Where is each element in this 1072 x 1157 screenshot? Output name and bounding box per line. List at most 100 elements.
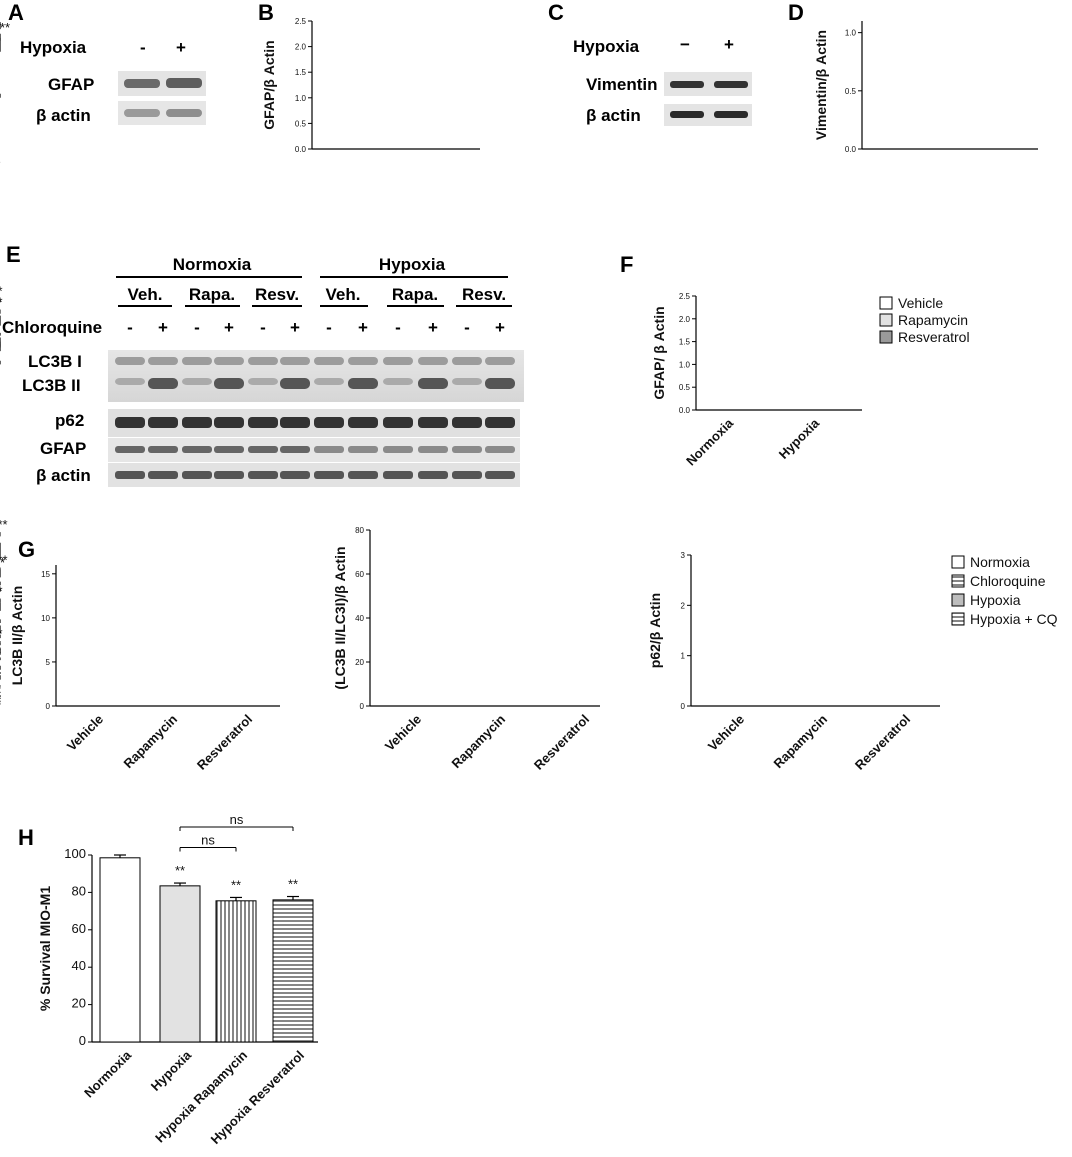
blot-c-plus: + <box>724 35 734 54</box>
legend-label: Rapamycin <box>898 312 968 328</box>
band-lc3b-ii <box>485 378 515 389</box>
legend-label: Normoxia <box>970 554 1030 570</box>
blot-c-condition-label: Hypoxia <box>573 37 640 56</box>
blot-e-row-actin: β actin <box>36 466 91 485</box>
band-actin <box>485 471 515 479</box>
y-tick-label: 40 <box>355 614 364 623</box>
cq-sign: + <box>224 318 234 337</box>
band-gfap <box>485 446 515 453</box>
band-lc3b-i <box>383 357 413 365</box>
band-p62 <box>383 417 413 428</box>
cq-sign: + <box>428 318 438 337</box>
legend-swatch <box>951 612 965 626</box>
band-lc3b-ii <box>452 378 482 385</box>
category-label: Normoxia <box>683 415 737 469</box>
band-lc3b-i <box>148 357 178 365</box>
chart-h-survival-bar: 0 20 40 60 80 100 % Survival MIO-M1 Normoxia Hyp… <box>37 812 318 1147</box>
blot-e-row-lc3b-ii: LC3B II <box>22 376 81 395</box>
blot-band <box>714 81 748 88</box>
blot-band <box>166 78 202 88</box>
band-gfap <box>418 446 448 453</box>
cq-sign: - <box>194 318 200 337</box>
blot-band <box>124 79 160 88</box>
legend-swatch <box>951 593 965 607</box>
y-tick-label: 40 <box>72 958 86 973</box>
legend-label: Hypoxia <box>970 592 1021 608</box>
blot-e-treatment: Resv. <box>462 285 506 304</box>
band-lc3b-i <box>115 357 145 365</box>
blot-e-treatment: Rapa. <box>189 285 235 304</box>
chart-g-lc3b-ii-bar: 0 5 10 15 LC3B II/β Actin Vehicle Rapamycin Res… <box>0 553 280 773</box>
y-axis-label: Vimentin/β Actin <box>813 30 829 140</box>
significance-label: ** <box>288 877 298 892</box>
y-tick-label: 60 <box>355 570 364 579</box>
blot-e-row-p62: p62 <box>55 411 84 430</box>
band-lc3b-ii <box>214 378 244 389</box>
category-label: Rapamycin <box>770 711 830 771</box>
band-actin <box>148 471 178 479</box>
y-tick-label: 1 <box>681 652 686 661</box>
band-actin <box>348 471 378 479</box>
blot-e-group-hypoxia: Hypoxia <box>379 255 446 274</box>
band-gfap <box>280 446 310 453</box>
band-lc3b-ii <box>115 378 145 385</box>
band-lc3b-i <box>452 357 482 365</box>
significance-label: * <box>0 283 3 298</box>
band-lc3b-i <box>348 357 378 365</box>
category-label: Hypoxia <box>776 415 823 462</box>
category-label: Normoxia <box>81 1047 135 1101</box>
blot-e-treatment: Veh. <box>128 285 163 304</box>
category-label: Hypoxia Rapamycin <box>152 1047 250 1145</box>
y-tick-label: 80 <box>72 883 86 898</box>
y-tick-label: 0 <box>360 702 365 711</box>
band-lc3b-ii <box>383 378 413 385</box>
band-lc3b-ii <box>280 378 310 389</box>
cq-sign: - <box>464 318 470 337</box>
y-tick-label: 80 <box>355 526 364 535</box>
blot-a-plus: + <box>176 38 186 57</box>
y-tick-label: 1.5 <box>295 68 307 77</box>
y-axis-label: GFAP/ β Actin <box>651 306 667 399</box>
band-gfap <box>452 446 482 453</box>
category-label: Hypoxia <box>0 151 1 166</box>
legend-label: Hypoxia + CQ <box>970 611 1058 627</box>
band-gfap <box>182 446 212 453</box>
y-tick-label: 2 <box>681 601 686 610</box>
significance-label: *** <box>0 553 8 568</box>
blot-band <box>670 81 704 88</box>
category-label: Hypoxia <box>148 1047 195 1094</box>
y-tick-label: 0 <box>79 1033 86 1048</box>
category-label: Vehicle <box>382 712 424 754</box>
band-gfap <box>248 446 278 453</box>
legend-swatch <box>951 574 965 588</box>
y-tick-label: 1.0 <box>295 94 307 103</box>
panel-label-g: G <box>18 537 35 562</box>
blot-c-row-actin: β actin <box>586 106 641 125</box>
category-label: Resveratrol <box>852 712 913 773</box>
legend-swatch <box>879 296 893 310</box>
band-gfap <box>348 446 378 453</box>
band-p62 <box>452 417 482 428</box>
significance-label: ** <box>0 555 5 570</box>
legend-label: Chloroquine <box>970 573 1046 589</box>
blot-band <box>714 111 748 118</box>
band-lc3b-i <box>214 357 244 365</box>
legend-label: Resveratrol <box>898 329 970 345</box>
category-label: Vehicle <box>705 712 747 754</box>
band-actin <box>248 471 278 479</box>
significance-label: * <box>0 295 3 310</box>
blot-c-row-vimentin: Vimentin <box>586 75 657 94</box>
panel-label-a: A <box>8 0 24 25</box>
y-tick-label: 0 <box>46 702 51 711</box>
bar <box>159 885 201 1043</box>
significance-label: ** <box>231 877 241 892</box>
band-lc3b-ii <box>418 378 448 389</box>
category-label: Vehicle <box>64 712 106 754</box>
band-p62 <box>485 417 515 428</box>
blot-e-row-lc3b-i: LC3B I <box>28 352 82 371</box>
y-tick-label: 3 <box>681 551 686 560</box>
significance-label: ns <box>201 833 215 848</box>
blot-band <box>124 109 160 117</box>
band-actin <box>314 471 344 479</box>
y-axis-label: % Survival MIO-M1 <box>37 886 53 1011</box>
